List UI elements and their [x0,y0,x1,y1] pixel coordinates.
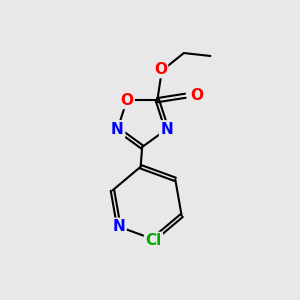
Text: N: N [111,122,124,136]
Text: O: O [154,62,167,77]
Text: N: N [160,122,173,136]
Text: O: O [120,93,134,108]
Text: Cl: Cl [145,233,162,248]
Text: O: O [190,88,204,103]
Text: N: N [112,219,125,234]
